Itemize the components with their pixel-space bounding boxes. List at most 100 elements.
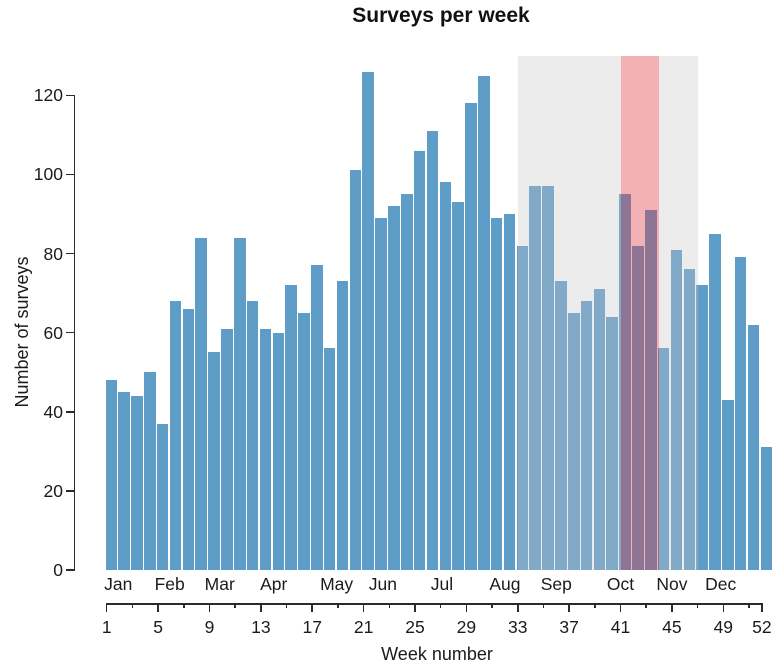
x-tick-52 [761, 603, 763, 612]
bar-week-27 [439, 182, 452, 570]
x-tick-label-21: 21 [353, 617, 374, 637]
y-tick-label-20: 20 [43, 480, 63, 501]
x-tick-33 [517, 603, 519, 612]
x-minor-tick-47 [696, 603, 699, 608]
bar-week-19 [336, 281, 349, 570]
bar-week-52 [760, 447, 773, 570]
x-tick-label-49: 49 [713, 617, 734, 637]
month-label-apr: Apr [260, 574, 288, 594]
x-tick-label-33: 33 [508, 617, 528, 637]
bar-week-37 [567, 312, 580, 570]
bar-week-41 [619, 194, 631, 570]
bar-week-39 [593, 289, 606, 570]
x-tick-label-17: 17 [302, 617, 322, 637]
month-label-mar: Mar [204, 574, 235, 594]
bar-week-14 [272, 332, 285, 570]
x-minor-tick-31 [491, 603, 493, 608]
x-minor-tick-51 [748, 603, 750, 608]
x-tick-label-25: 25 [405, 617, 425, 637]
highlight-region [620, 55, 660, 570]
bar-week-7 [182, 308, 195, 570]
bar-week-33 [516, 245, 529, 570]
bar-week-12 [246, 300, 259, 570]
chart-title: Surveys per week [352, 4, 530, 27]
month-label-jul: Jul [430, 574, 454, 594]
bar-week-22 [375, 217, 387, 570]
bar-week-49 [722, 399, 734, 570]
y-tick-label-0: 0 [53, 560, 63, 580]
x-tick-17 [311, 603, 313, 612]
bar-week-40 [606, 316, 619, 570]
x-minor-tick-3 [131, 603, 134, 608]
bar-week-29 [465, 103, 477, 570]
x-tick-label-52: 52 [752, 617, 772, 637]
month-label-aug: Aug [489, 574, 521, 594]
bar-week-2 [118, 391, 130, 570]
x-tick-label-5: 5 [153, 617, 163, 637]
x-minor-tick-15 [285, 603, 288, 608]
bar-week-11 [233, 237, 246, 570]
bar-week-10 [221, 328, 233, 570]
bar-week-28 [452, 202, 464, 570]
bar-week-50 [734, 257, 747, 570]
shaded-region-right [659, 55, 698, 570]
x-tick-29 [465, 603, 468, 612]
bar-week-32 [503, 213, 516, 570]
month-label-oct: Oct [606, 574, 635, 594]
bar-week-48 [709, 233, 721, 570]
bar-week-23 [388, 206, 400, 570]
bar-week-43 [645, 210, 657, 570]
bar-week-46 [683, 269, 696, 570]
x-minor-tick-7 [183, 603, 185, 608]
bar-week-34 [529, 186, 541, 570]
bar-week-47 [696, 285, 708, 570]
x-minor-tick-23 [388, 603, 391, 608]
y-tick-120 [66, 94, 74, 97]
x-tick-9 [208, 603, 211, 612]
x-tick-1 [105, 603, 108, 612]
bar-week-17 [311, 265, 323, 570]
bar-week-8 [195, 237, 207, 570]
month-label-jun: Jun [368, 574, 397, 594]
month-label-jan: Jan [104, 574, 133, 594]
x-tick-41 [619, 603, 622, 612]
x-tick-label-45: 45 [662, 617, 682, 637]
bar-week-38 [580, 300, 593, 570]
shaded-region-left [517, 55, 621, 570]
bar-week-18 [323, 348, 336, 570]
bar-week-5 [156, 423, 169, 570]
x-tick-49 [722, 603, 725, 612]
y-tick-label-40: 40 [43, 401, 63, 422]
y-tick-label-100: 100 [33, 164, 63, 185]
y-tick-20 [66, 490, 74, 492]
y-tick-label-120: 120 [33, 85, 63, 106]
x-tick-label-9: 9 [204, 617, 215, 637]
x-tick-label-1: 1 [101, 617, 112, 637]
bar-week-20 [349, 170, 362, 570]
bar-week-36 [555, 281, 567, 570]
x-minor-tick-11 [234, 603, 236, 608]
bar-week-26 [426, 130, 439, 570]
bar-week-44 [657, 348, 670, 570]
bar-week-21 [362, 71, 374, 570]
month-label-feb: Feb [154, 574, 185, 594]
x-minor-tick-19 [337, 603, 339, 608]
bar-week-25 [413, 150, 426, 570]
bar-week-15 [285, 285, 297, 570]
y-tick-40 [66, 411, 74, 413]
x-tick-13 [260, 603, 262, 612]
y-tick-0 [66, 569, 74, 571]
month-label-may: May [320, 574, 354, 594]
bar-week-35 [542, 186, 554, 570]
x-tick-label-13: 13 [251, 617, 271, 637]
bar-week-45 [670, 249, 683, 570]
month-label-sep: Sep [540, 574, 572, 594]
bar-week-3 [131, 395, 143, 570]
x-axis-line [105, 603, 763, 605]
bar-week-1 [105, 380, 118, 570]
bar-week-51 [747, 324, 760, 570]
bar-week-24 [400, 194, 413, 570]
x-minor-tick-35 [542, 603, 545, 608]
